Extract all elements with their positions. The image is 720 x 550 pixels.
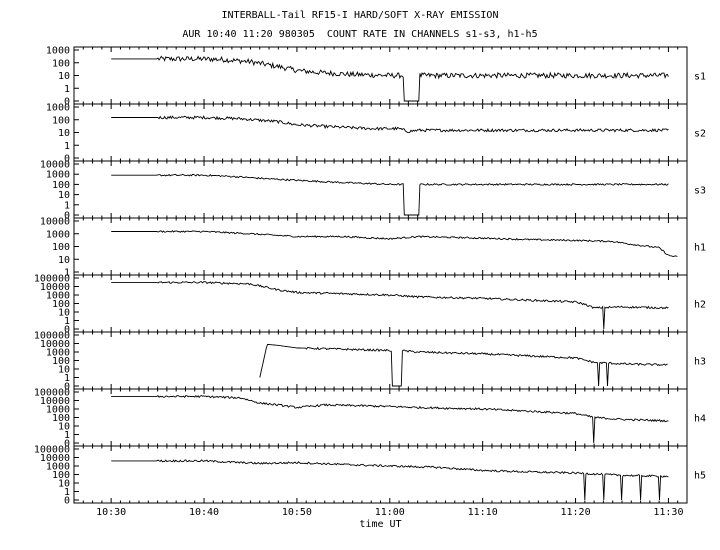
y-tick-label-s2: 1000 <box>46 103 70 114</box>
y-tick-label-s3: 1000 <box>46 170 70 181</box>
y-tick-label-h5: 100000 <box>34 445 70 456</box>
y-tick-label-s2: 0 <box>64 154 70 165</box>
panel-frame-s3 <box>73 160 688 219</box>
y-tick-label-h1: 1000 <box>46 229 70 240</box>
y-tick-label-s3: 100 <box>52 180 70 191</box>
x-axis-label: time UT <box>359 519 401 530</box>
panel-frame-h3 <box>73 331 688 390</box>
y-tick-label-h3: 100 <box>52 356 70 367</box>
channel-label-s3: s3 <box>694 186 706 197</box>
y-tick-label-h4: 10000 <box>40 396 70 407</box>
y-tick-label-s1: 1 <box>64 84 70 95</box>
y-tick-label-s3: 1 <box>64 200 70 211</box>
series-line-h3 <box>259 343 668 387</box>
y-tick-label-h1: 1 <box>64 268 70 279</box>
channel-label-h2: h2 <box>694 300 706 311</box>
y-tick-label-h5: 10000 <box>40 453 70 464</box>
x-tick-label: 11:10 <box>468 507 498 518</box>
y-tick-label-h1: 10 <box>58 255 70 266</box>
series-line-s2 <box>111 115 669 134</box>
y-tick-label-s1: 100 <box>52 58 70 69</box>
y-tick-label-h3: 10000 <box>40 339 70 350</box>
y-tick-label-h4: 1 <box>64 430 70 441</box>
x-tick-label: 10:40 <box>189 507 219 518</box>
y-tick-label-h4: 100000 <box>34 388 70 399</box>
panel-frame-h2 <box>73 274 688 333</box>
panel-frame-s2 <box>73 103 688 162</box>
y-tick-label-s2: 10 <box>58 128 70 139</box>
channel-label-h5: h5 <box>694 471 706 482</box>
channel-label-s1: s1 <box>694 72 706 83</box>
y-tick-label-s1: 10 <box>58 71 70 82</box>
x-tick-label: 10:50 <box>282 507 312 518</box>
x-tick-label: 10:30 <box>96 507 126 518</box>
y-tick-label-h3: 1 <box>64 373 70 384</box>
y-tick-label-h4: 0 <box>64 439 70 450</box>
y-tick-label-h3: 10 <box>58 365 70 376</box>
y-tick-label-h3: 1000 <box>46 348 70 359</box>
y-tick-label-h4: 1000 <box>46 405 70 416</box>
y-tick-label-h1: 10000 <box>40 217 70 228</box>
y-tick-label-h4: 10 <box>58 422 70 433</box>
y-tick-label-h4: 100 <box>52 413 70 424</box>
y-tick-label-s1: 1000 <box>46 46 70 57</box>
y-tick-label-s3: 10000 <box>40 160 70 171</box>
y-tick-label-h5: 1000 <box>46 462 70 473</box>
x-tick-label: 11:00 <box>375 507 405 518</box>
y-tick-label-h2: 10000 <box>40 282 70 293</box>
figure-title: INTERBALL-Tail RF15-I HARD/SOFT X-RAY EM… <box>221 10 499 21</box>
y-tick-label-h5: 1 <box>64 487 70 498</box>
channel-label-s2: s2 <box>694 129 706 140</box>
series-line-h1 <box>111 230 678 257</box>
series-line-h4 <box>111 394 669 444</box>
y-tick-label-s2: 100 <box>52 115 70 126</box>
y-tick-label-h3: 100000 <box>34 331 70 342</box>
y-tick-label-h5: 10 <box>58 479 70 490</box>
y-tick-label-s2: 1 <box>64 141 70 152</box>
series-line-s1 <box>111 55 669 102</box>
y-tick-label-s3: 0 <box>64 211 70 222</box>
y-tick-label-h5: 100 <box>52 470 70 481</box>
channel-label-h1: h1 <box>694 243 706 254</box>
series-line-s3 <box>111 173 669 216</box>
figure-subtitle: AUR 10:40 11:20 980305 COUNT RATE IN CHA… <box>182 29 538 40</box>
series-line-h5 <box>111 459 669 501</box>
panel-frame-s1 <box>73 46 688 105</box>
y-tick-label-s3: 10 <box>58 190 70 201</box>
y-tick-label-h3: 0 <box>64 382 70 393</box>
y-tick-label-h2: 10 <box>58 308 70 319</box>
y-tick-label-h2: 100000 <box>34 274 70 285</box>
x-tick-label: 11:20 <box>560 507 590 518</box>
y-tick-label-h1: 100 <box>52 242 70 253</box>
y-tick-label-s1: 0 <box>64 97 70 108</box>
channel-label-h3: h3 <box>694 357 706 368</box>
y-tick-label-h2: 1 <box>64 316 70 327</box>
y-tick-label-h2: 0 <box>64 325 70 336</box>
x-tick-label: 11:30 <box>653 507 683 518</box>
panel-frame-h1 <box>73 217 688 276</box>
y-tick-label-h2: 100 <box>52 299 70 310</box>
series-line-h2 <box>111 281 669 330</box>
y-tick-label-h2: 1000 <box>46 291 70 302</box>
y-tick-label-h5: 0 <box>64 496 70 507</box>
channel-label-h4: h4 <box>694 414 706 425</box>
